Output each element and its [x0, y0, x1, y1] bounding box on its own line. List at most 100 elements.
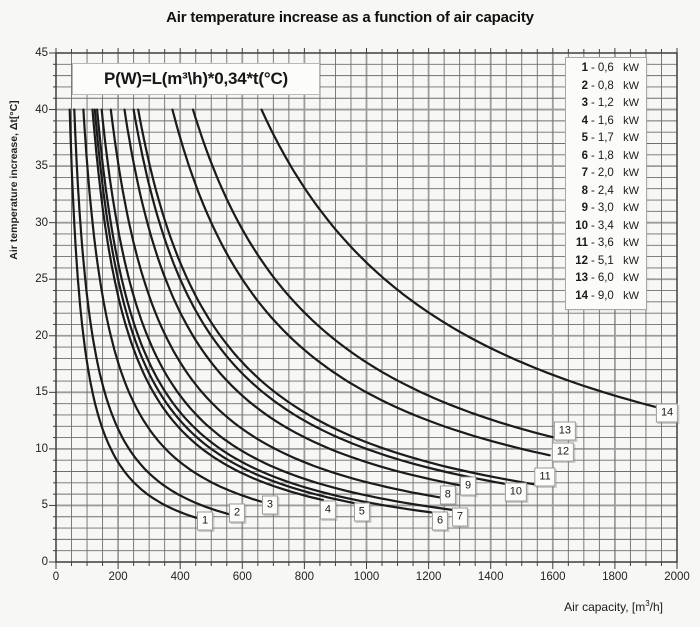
legend-item-number: 10: [575, 219, 588, 232]
curve-6: [96, 108, 439, 515]
curve-13: [191, 108, 554, 439]
legend-item-dash: -: [591, 254, 595, 267]
legend-item-value: 1,7: [597, 132, 614, 144]
legend-item-dash: -: [591, 97, 595, 109]
legend-item-number: 12: [575, 254, 588, 267]
legend-item-value: 2,4: [597, 184, 614, 197]
legend-item-number: 2: [581, 79, 588, 92]
legend-item-unit: kW: [623, 149, 639, 162]
y-tick-45: 45: [35, 47, 48, 59]
legend-item-unit: kW: [623, 132, 639, 144]
x-tick-1000: 1000: [353, 571, 380, 583]
curve-label-5: 5: [353, 502, 370, 522]
legend-item-dash: -: [591, 184, 595, 197]
curve-14: [260, 108, 660, 409]
curve-9: [123, 108, 471, 489]
legend-item-value: 5,1: [597, 254, 614, 267]
legend-item-dash: -: [591, 132, 595, 144]
legend-item-value: 0,6: [597, 62, 614, 74]
plot-border: [55, 52, 678, 563]
legend-item-unit: kW: [623, 272, 639, 284]
legend-item-number: 14: [575, 289, 588, 302]
x-axis-title-prefix: Air capacity, [m: [564, 600, 646, 614]
legend-item-unit: kW: [623, 62, 639, 74]
curve-label-2: 2: [228, 503, 246, 523]
legend-item-dash: -: [591, 114, 595, 127]
legend-rows: 1-0,6 kW 2-0,8 kW 3-1,2 kW 4-1,6 kW 5-1,7 kW 6-1,8…: [571, 62, 639, 307]
legend-item-dash: -: [591, 272, 595, 284]
legend-item-2: 2-0,8 kW: [571, 80, 639, 98]
legend-item-number: 13: [575, 272, 588, 284]
legend-item-unit: kW: [623, 114, 639, 127]
legend-item-unit: kW: [623, 184, 639, 197]
legend-item-value: 1,2: [597, 97, 614, 109]
y-tick-25: 25: [35, 273, 48, 286]
legend-item-unit: kW: [623, 219, 639, 232]
curves: [68, 108, 660, 520]
chart-canvas: [49, 48, 678, 569]
x-tick-2000: 2000: [664, 571, 690, 583]
legend-item-value: 0,8: [597, 79, 614, 92]
curve-10: [132, 108, 508, 486]
x-tick-1400: 1400: [477, 571, 504, 583]
legend-item-value: 3,4: [597, 219, 614, 232]
legend-item-8: 8-2,4 kW: [571, 185, 639, 203]
legend-item-value: 1,6: [597, 114, 614, 127]
legend-item-12: 12-5,1 kW: [571, 255, 639, 273]
x-tick-0: 0: [52, 571, 60, 583]
curve-label-7: 7: [451, 507, 469, 527]
curve-label-10: 10: [504, 482, 527, 502]
legend-item-unit: kW: [623, 237, 639, 249]
legend-item-value: 2,0: [597, 167, 614, 179]
y-tick-30: 30: [35, 216, 48, 229]
x-axis-title-suffix: /h]: [649, 600, 663, 614]
legend-item-unit: kW: [623, 202, 639, 214]
legend-item-number: 7: [581, 167, 588, 179]
legend-item-10: 10-3,4 kW: [571, 220, 639, 238]
legend-item-number: 9: [581, 202, 588, 214]
curve-2: [73, 108, 231, 516]
curve-12: [171, 108, 551, 457]
legend-item-7: 7-2,0 kW: [571, 167, 639, 185]
curve-5: [93, 108, 359, 505]
curve-label-9: 9: [459, 476, 477, 496]
curve-label-14: 14: [655, 403, 679, 423]
chart-title: Air temperature increase as a function o…: [166, 9, 534, 26]
legend-item-dash: -: [591, 149, 595, 162]
curve-8: [109, 108, 450, 500]
curve-3: [82, 108, 264, 504]
x-axis-title-sup: 3: [645, 599, 650, 608]
x-tick-1800: 1800: [602, 571, 628, 583]
x-tick-1600: 1600: [540, 571, 566, 583]
formula-box: P(W)=L(m³\h)*0,34*t(°C): [72, 63, 320, 95]
legend-item-13: 13-6,0 kW: [571, 272, 639, 290]
legend-item-number: 1: [581, 62, 588, 74]
legend-item-dash: -: [591, 167, 595, 179]
legend-item-dash: -: [591, 289, 595, 302]
curve-label-11: 11: [534, 467, 556, 487]
y-tick-20: 20: [35, 329, 48, 342]
curve-label-13: 13: [553, 421, 577, 441]
legend-item-4: 4-1,6 kW: [571, 115, 639, 133]
curve-4: [91, 108, 325, 502]
legend-item-value: 1,8: [597, 149, 614, 162]
legend-item-number: 11: [575, 237, 588, 249]
y-tick-0: 0: [41, 556, 48, 568]
legend-item-dash: -: [591, 237, 595, 249]
legend-item-dash: -: [591, 62, 595, 74]
x-tick-400: 400: [170, 571, 190, 583]
x-axis-title: Air capacity, [m3/h]: [564, 599, 663, 614]
legend-item-11: 11-3,6 kW: [571, 237, 639, 255]
legend-item-unit: kW: [623, 289, 639, 302]
legend-item-value: 3,0: [597, 202, 614, 214]
curve-7: [100, 108, 458, 512]
legend-item-dash: -: [591, 79, 595, 92]
legend-item-9: 9-3,0 kW: [571, 202, 639, 220]
legend-item-number: 4: [581, 114, 588, 127]
legend-item-value: 9,0: [597, 289, 614, 302]
legend-item-unit: kW: [623, 97, 639, 109]
curve-label-12: 12: [551, 442, 575, 462]
curve-label-1: 1: [196, 511, 214, 531]
curve-11: [137, 108, 537, 486]
